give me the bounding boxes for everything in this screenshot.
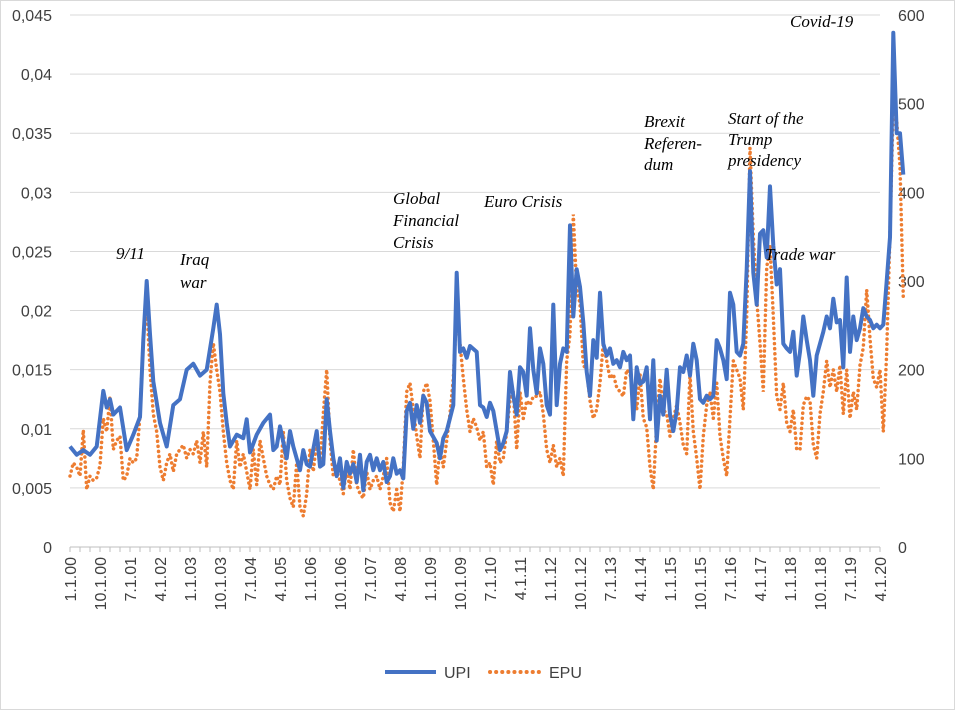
y-left-tick-label: 0,035 (12, 126, 52, 143)
y-left-tick-label: 0,02 (21, 304, 52, 321)
x-tick-label: 10.1.06 (333, 557, 350, 610)
x-tick-label: 10.1.03 (213, 557, 230, 610)
x-tick-label: 4.1.14 (633, 557, 650, 602)
x-tick-label: 7.1.04 (243, 557, 260, 602)
legend: UPI EPU (385, 665, 582, 682)
annotation-trump-line3: presidency (727, 151, 801, 170)
annotation-euro-crisis: Euro Crisis (483, 192, 563, 211)
annotation-trump-line2: Trump (728, 130, 772, 149)
legend-upi-label: UPI (444, 665, 471, 682)
annotation-9-11: 9/11 (116, 244, 145, 263)
y-right-tick-label: 200 (898, 363, 925, 380)
x-tick-label: 1.1.18 (783, 557, 800, 602)
x-tick-label: 1.1.12 (543, 557, 560, 602)
x-tick-label: 1.1.09 (423, 557, 440, 602)
y-left-tick-label: 0,045 (12, 8, 52, 25)
x-tick-label: 4.1.05 (273, 557, 290, 602)
x-tick-label: 1.1.06 (303, 557, 320, 602)
y-left-tick-label: 0,015 (12, 363, 52, 380)
y-right-tick-label: 500 (898, 97, 925, 114)
x-tick-label: 4.1.20 (873, 557, 890, 602)
x-tick-label: 1.1.15 (663, 557, 680, 602)
y-axis-right: 0 100 200 300 400 500 600 (898, 8, 925, 557)
annotations: 9/11 Iraq war Global Financial Crisis Eu… (116, 12, 854, 292)
x-axis: 1.1.00 10.1.00 7.1.01 4.1.02 1.1.03 10.1.03 7.… (63, 546, 890, 610)
y-left-tick-label: 0,025 (12, 244, 52, 261)
series-line-epu (68, 103, 906, 523)
annotation-gfc-line2: Financial (392, 211, 459, 230)
annotation-trade-war: Trade war (765, 245, 836, 264)
x-tick-label: 4.1.02 (153, 557, 170, 602)
y-right-tick-label: 300 (898, 274, 925, 291)
x-tick-label: 7.1.01 (123, 557, 140, 602)
y-left-tick-label: 0,005 (12, 481, 52, 498)
y-left-tick-label: 0,04 (21, 67, 52, 84)
y-right-tick-label: 100 (898, 451, 925, 468)
x-tick-label: 10.1.09 (453, 557, 470, 610)
x-tick-label: 1.1.03 (183, 557, 200, 602)
x-tick-label: 10.1.00 (93, 557, 110, 610)
series-line-upi (68, 30, 906, 493)
annotation-iraq-war-line2: war (180, 273, 207, 292)
x-tick-label: 10.1.18 (813, 557, 830, 610)
y-right-tick-label: 400 (898, 185, 925, 202)
annotation-brexit-line2: Referen- (643, 134, 702, 153)
annotation-brexit-line1: Brexit (644, 112, 686, 131)
y-left-tick-label: 0 (43, 540, 52, 557)
gridlines (70, 14, 880, 489)
x-tick-label: 7.1.16 (723, 557, 740, 602)
x-tick-label: 7.1.13 (603, 557, 620, 602)
x-tick-label: 10.1.15 (693, 557, 710, 610)
y-axis-left: 0 0,005 0,01 0,015 0,02 0,025 0,03 0,035 0,04 0,0… (12, 8, 52, 557)
annotation-trump-line1: Start of the (728, 109, 804, 128)
x-tick-label: 4.1.08 (393, 557, 410, 602)
annotation-iraq-war-line1: Iraq (179, 250, 210, 269)
annotation-gfc-line1: Global (393, 189, 441, 208)
legend-epu-label: EPU (549, 665, 582, 682)
y-right-tick-label: 0 (898, 540, 907, 557)
y-right-tick-label: 600 (898, 8, 925, 25)
x-tick-label: 7.1.07 (363, 557, 380, 602)
annotation-covid-19: Covid-19 (790, 12, 854, 31)
annotation-brexit-line3: dum (644, 155, 673, 174)
x-tick-label: 7.1.10 (483, 557, 500, 602)
x-tick-label: 7.1.19 (843, 557, 860, 602)
y-left-tick-label: 0,03 (21, 185, 52, 202)
x-tick-label: 4.1.17 (753, 557, 770, 602)
x-tick-label: 10.1.12 (573, 557, 590, 610)
series-group (68, 30, 906, 523)
y-left-tick-label: 0,01 (21, 422, 52, 439)
annotation-gfc-line3: Crisis (393, 233, 434, 252)
x-tick-label: 4.1.11 (513, 557, 530, 600)
x-tick-label: 1.1.00 (63, 557, 80, 602)
